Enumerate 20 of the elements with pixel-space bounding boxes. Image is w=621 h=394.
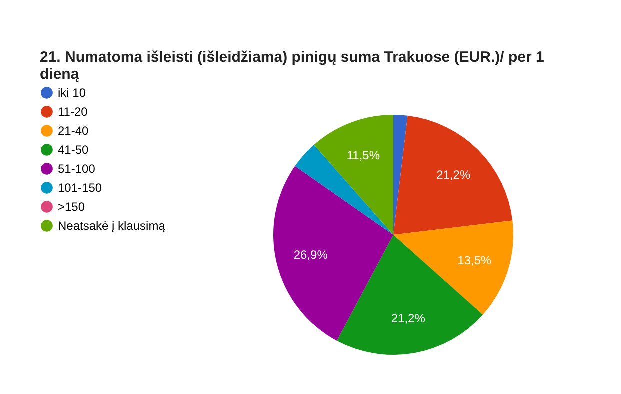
data-label: 21,2%: [391, 312, 426, 326]
legend-label: >150: [58, 200, 86, 214]
data-label: 11,5%: [346, 148, 380, 162]
pie-slice: [394, 220, 514, 315]
pie-slice: [314, 115, 394, 235]
legend-label: 101-150: [58, 181, 102, 195]
data-label: 26,9%: [294, 248, 328, 262]
pie-slice: [394, 115, 408, 235]
legend-label: 41-50: [58, 143, 90, 157]
legend-label: iki 10: [58, 86, 86, 100]
legend-label: Neatsakė į klausimą: [58, 219, 166, 233]
legend-label: 51-100: [58, 162, 96, 176]
legend-label: 21-40: [58, 124, 90, 138]
pie-slice: [394, 116, 513, 235]
pie-slice: [295, 144, 394, 235]
pie-slice: [274, 166, 394, 341]
data-label: 13,5%: [458, 254, 492, 268]
data-label: 21,2%: [436, 168, 471, 182]
chart-title: 21. Numatoma išleisti (išleidžiama) pinigų suma Trakuose (EUR.)/ per 1 dieną: [40, 49, 544, 83]
legend-label: 11-20: [58, 105, 88, 119]
